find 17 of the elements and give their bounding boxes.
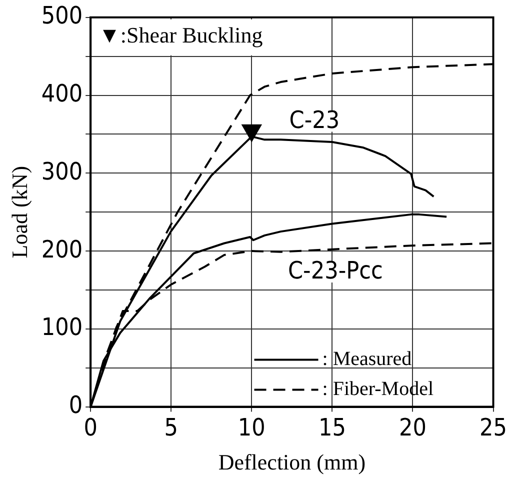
x-tick-label: 15 (318, 413, 346, 442)
x-tick-label: 25 (480, 413, 507, 442)
annotation: C-23 (289, 106, 340, 134)
annotation: ▼:Shear Buckling (98, 22, 263, 48)
y-tick-label: 500 (41, 2, 83, 30)
y-tick-label: 300 (41, 157, 83, 186)
annotation: C-23-Pcc (288, 256, 383, 285)
x-axis-title: Deflection (mm) (218, 450, 366, 475)
x-tick-label: 10 (238, 413, 266, 442)
y-tick-label: 200 (41, 235, 83, 264)
y-tick-label: 400 (41, 80, 83, 108)
y-tick-label: 0 (68, 391, 83, 420)
x-tick-label: 5 (164, 413, 178, 442)
legend-label: : Measured (322, 348, 412, 370)
y-tick-label: 100 (41, 313, 83, 342)
x-tick-label: 20 (399, 413, 426, 442)
y-axis-title: Load (kN) (6, 166, 32, 258)
